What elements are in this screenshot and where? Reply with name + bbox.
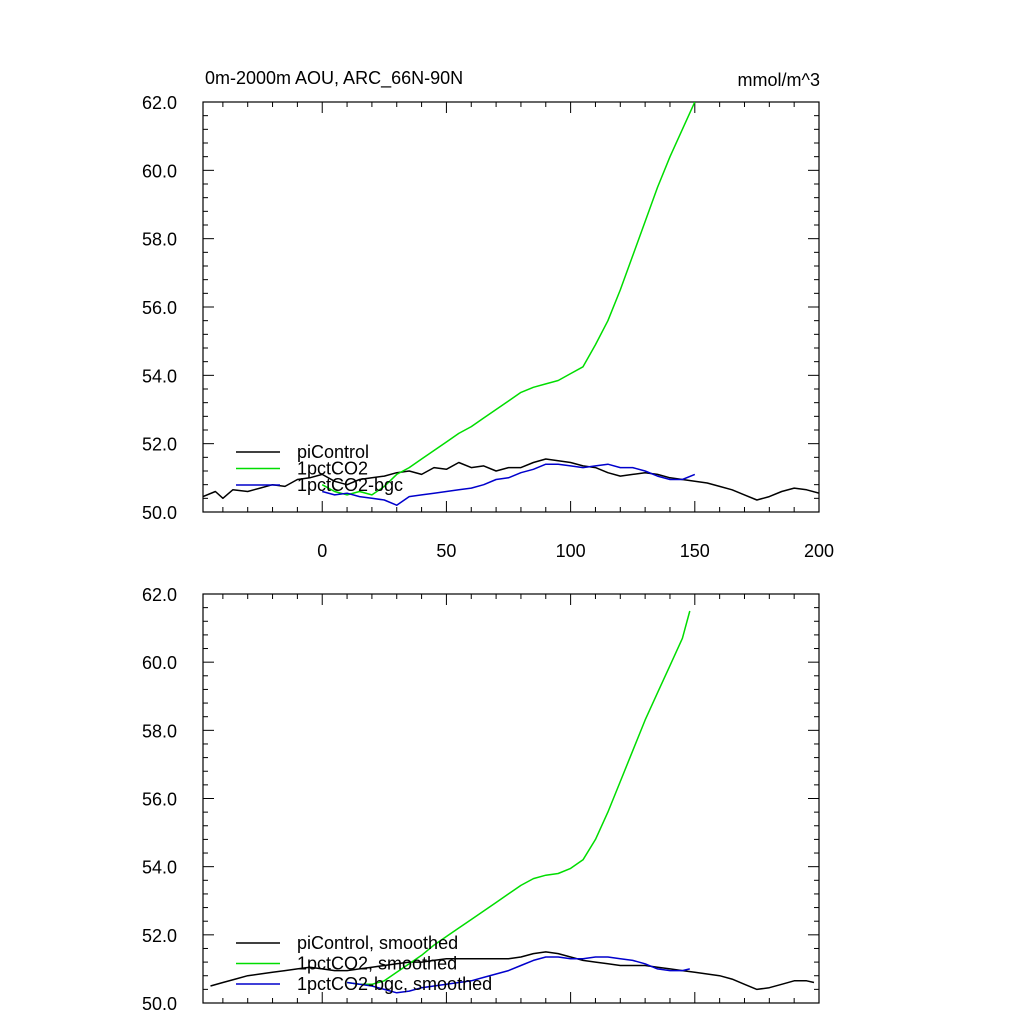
series-line (322, 463, 696, 506)
bottom-panel: 50.0 52.0 54.0 56.0 58.0 60.0 62.0 piControl, s… (142, 585, 820, 1014)
x-tick-label: 200 (804, 541, 834, 561)
legend-label: 1pctCO2-bgc (297, 475, 403, 495)
y-tick-label: 52.0 (142, 435, 177, 455)
units-label: mmol/m^3 (738, 70, 820, 90)
legend-label: piControl (297, 442, 369, 462)
x-tick-label: 150 (680, 541, 710, 561)
x-tick-label: 0 (317, 541, 327, 561)
y-tick-label: 50.0 (142, 503, 177, 523)
y-tick-label: 54.0 (142, 858, 177, 878)
series-group (210, 610, 815, 994)
y-tick-label: 56.0 (142, 298, 177, 318)
y-tick-label: 62.0 (142, 93, 177, 113)
y-tick-label: 56.0 (142, 790, 177, 810)
y-tick-label: 60.0 (142, 653, 177, 673)
series-line (203, 458, 819, 501)
y-tick-label: 60.0 (142, 161, 177, 181)
top-panel: 50.0 52.0 54.0 56.0 58.0 60.0 62.0 0 50 100 150 200… (142, 93, 834, 561)
plot-frame (202, 593, 820, 1004)
series-line (321, 102, 696, 496)
x-tick-label: 50 (436, 541, 456, 561)
y-tick-label: 58.0 (142, 721, 177, 741)
legend-label: piControl, smoothed (297, 933, 458, 953)
y-tick-label: 54.0 (142, 366, 177, 386)
y-tick-label: 58.0 (142, 230, 177, 250)
series-line (346, 610, 691, 986)
legend-label: 1pctCO2 (297, 459, 368, 479)
x-tick-label: 100 (556, 541, 586, 561)
y-tick-label: 52.0 (142, 926, 177, 946)
series-group (203, 102, 819, 506)
series-line (346, 956, 690, 994)
y-tick-label: 62.0 (142, 585, 177, 605)
legend-label: 1pctCO2, smoothed (297, 954, 457, 974)
y-tick-label: 50.0 (142, 994, 177, 1014)
chart-title: 0m-2000m AOU, ARC_66N-90N (205, 68, 463, 89)
legend-label: 1pctCO2-bgc, smoothed (297, 974, 492, 994)
series-line (210, 951, 815, 991)
plot-frame (202, 101, 820, 513)
